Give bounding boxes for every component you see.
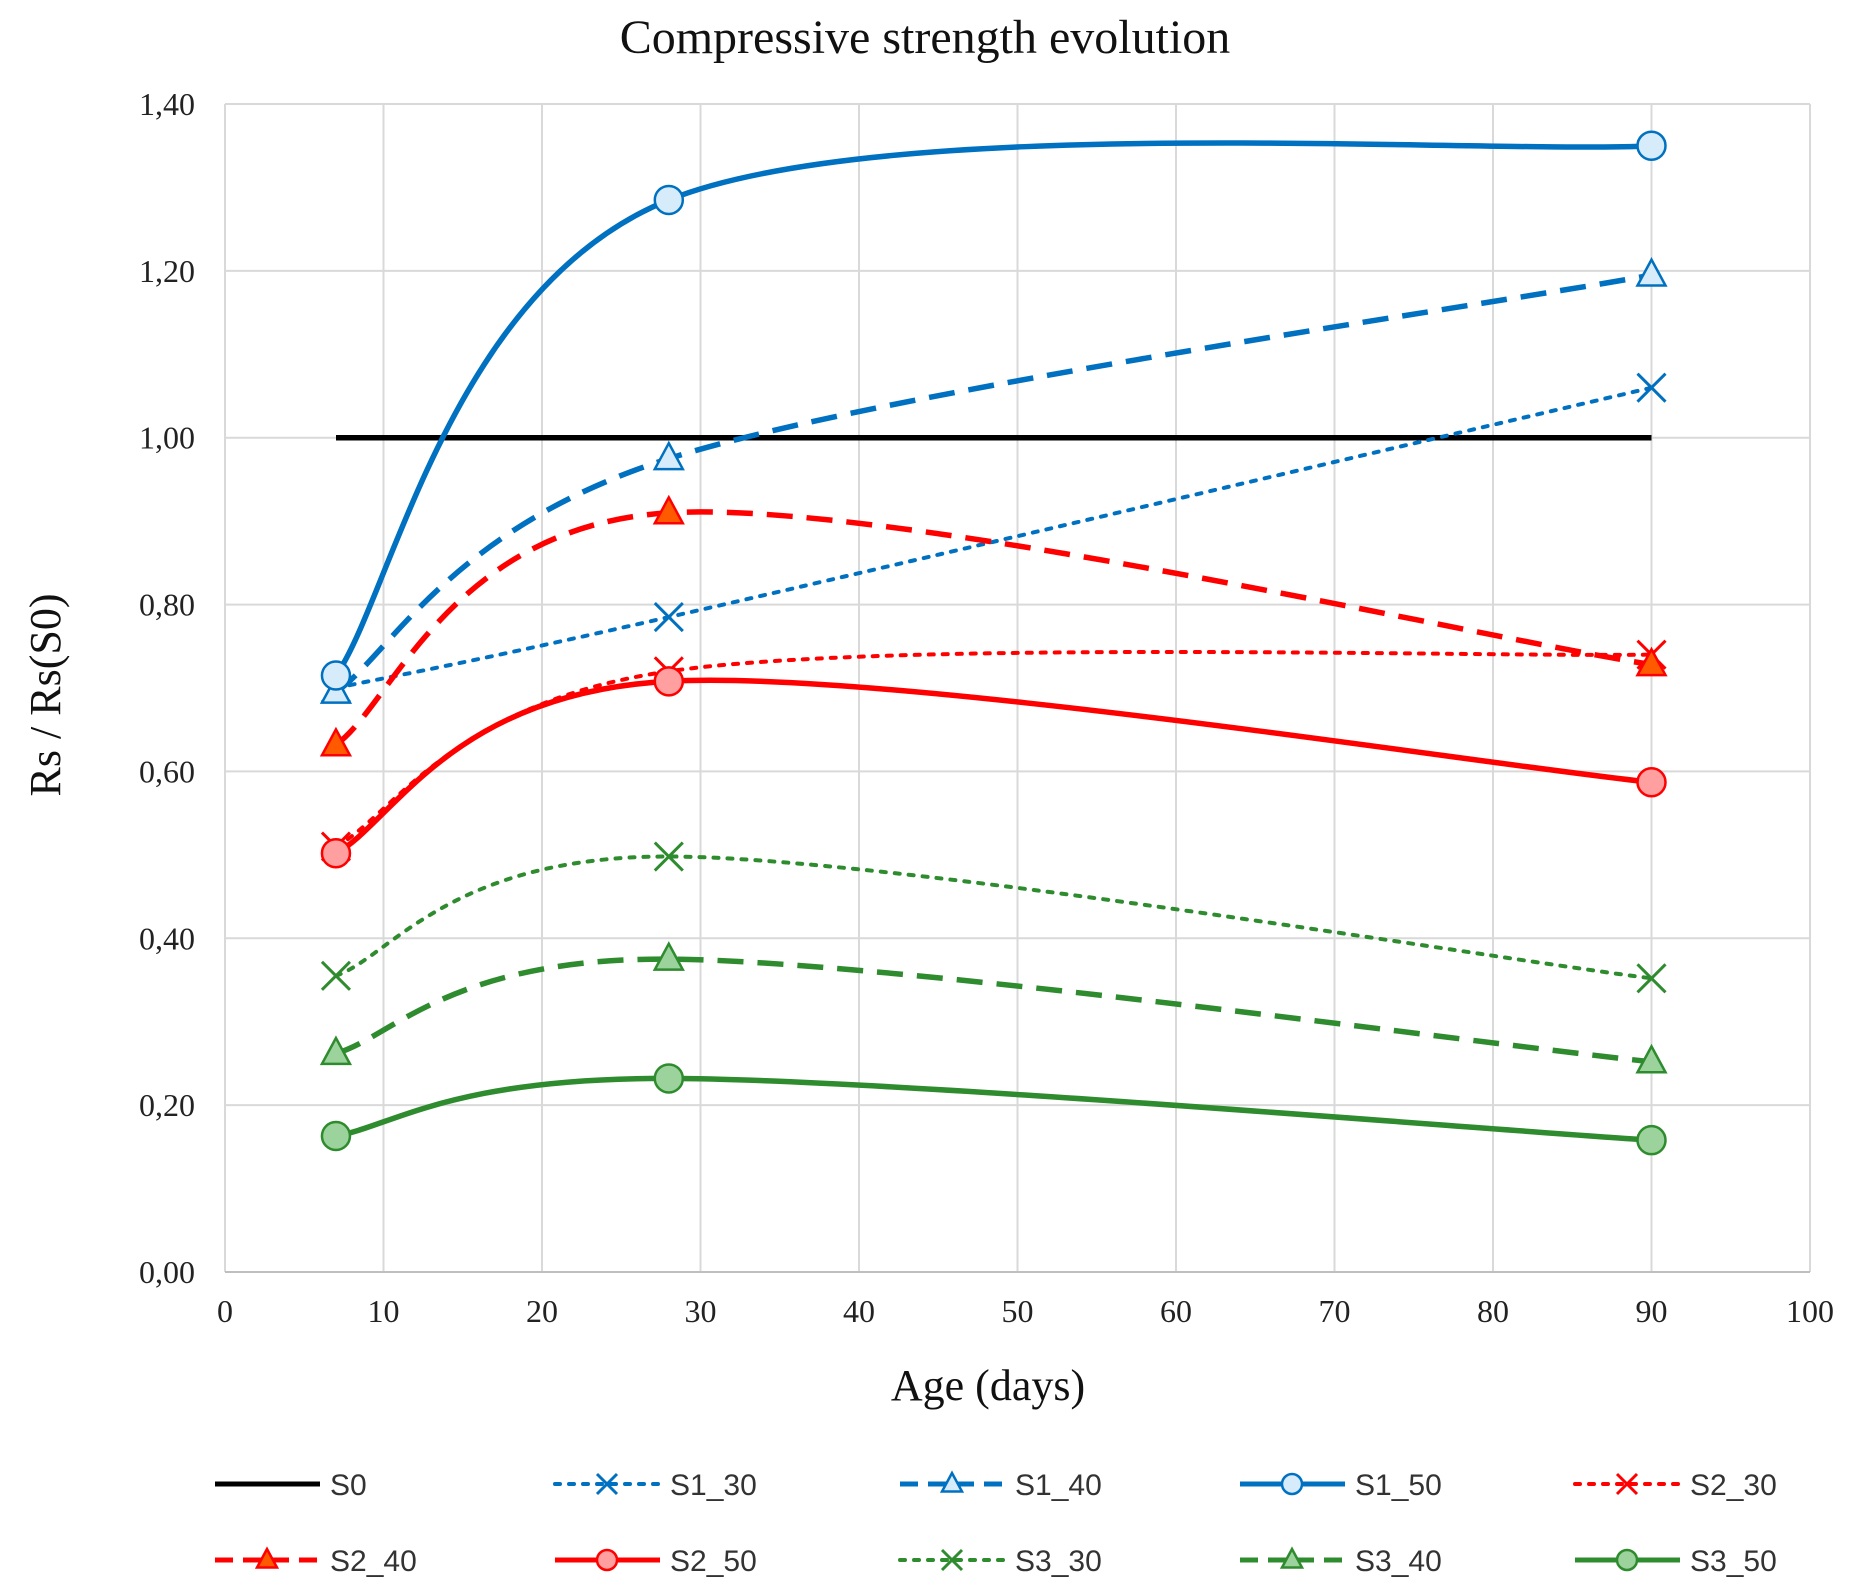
x-tick-label: 100 [1786,1293,1834,1329]
data-point-S1_30 [653,602,684,633]
data-point-S2_40 [1635,646,1668,677]
series-line-S1_30 [334,385,1654,690]
y-tick-label: 1,40 [139,86,195,122]
data-point-S2_40 [652,494,685,525]
data-point-S1_40 [652,440,685,471]
legend-item-S1_40: S1_40 [900,1469,1102,1502]
series-line-S2_40 [334,509,1652,747]
data-point-S3_50 [1636,1124,1667,1156]
legend-label: S1_40 [1015,1469,1102,1502]
series-line-S3_50 [335,1075,1652,1143]
x-axis-title: Age (days) [891,1361,1085,1410]
legend-marker [939,1470,965,1493]
y-tick-label: 1,20 [139,253,195,289]
legend-label: S3_30 [1015,1545,1102,1578]
legend-label: S1_30 [670,1469,757,1502]
data-point-S2_50 [320,837,352,869]
data-point-S3_40 [1635,1043,1668,1074]
legend-marker [595,1548,619,1572]
x-tick-label: 70 [1319,1293,1351,1329]
y-tick-label: 0,20 [139,1087,195,1123]
legend-item-S3_40: S3_40 [1240,1545,1442,1578]
x-tick-label: 90 [1636,1293,1668,1329]
data-point-S3_30 [320,960,352,991]
legend-label: S3_50 [1690,1545,1777,1578]
legend-item-S2_30: S2_30 [1573,1469,1777,1502]
legend-item-S0: S0 [215,1469,367,1502]
x-tick-label: 10 [368,1293,400,1329]
data-point-S1_50 [320,660,352,691]
y-tick-label: 0,40 [139,920,195,956]
legend-label: S0 [330,1469,367,1502]
x-tick-label: 50 [1002,1293,1034,1329]
data-point-S3_30 [653,841,684,872]
data-point-S1_30 [1636,372,1667,403]
data-point-S3_50 [320,1120,352,1152]
x-tick-label: 0 [217,1293,233,1329]
y-tick-label: 0,80 [139,587,195,623]
data-point-S2_40 [319,726,353,757]
legend-item-S2_50: S2_50 [555,1545,757,1578]
legend-label: S2_50 [670,1545,757,1578]
data-point-S2_50 [1636,767,1667,798]
y-axis-title: Rs / Rs(S0) [21,594,70,797]
legend-label: S2_30 [1690,1469,1777,1502]
y-tick-label: 1,00 [139,420,195,456]
legend-marker [254,1546,280,1569]
chart-title: Compressive strength evolution [620,11,1231,64]
x-tick-label: 20 [526,1293,558,1329]
series-line-S3_40 [335,956,1652,1065]
legend-marker [1615,1548,1639,1572]
legend-marker [1615,1472,1639,1496]
legend-item-S2_40: S2_40 [215,1545,417,1578]
legend-marker [1280,1472,1304,1496]
x-tick-label: 80 [1477,1293,1509,1329]
series-line-S3_30 [334,854,1654,981]
data-point-S1_50 [1636,130,1667,161]
x-tick-label: 40 [843,1293,875,1329]
legend-marker [595,1472,619,1496]
data-point-S3_40 [652,941,685,971]
data-point-S2_50 [653,666,685,697]
x-tick-label: 30 [685,1293,717,1329]
y-tick-label: 0,60 [139,753,195,789]
legend-label: S2_40 [330,1545,417,1578]
legend-marker [940,1548,964,1572]
legend-label: S1_50 [1355,1469,1442,1502]
legend-item-S3_30: S3_30 [898,1545,1102,1578]
data-point-S3_40 [319,1035,353,1066]
series-line-S2_50 [334,677,1652,856]
data-point-S3_30 [1636,963,1667,994]
legend-item-S3_50: S3_50 [1575,1545,1777,1578]
series-line-S1_50 [333,140,1652,678]
legend-item-S1_30: S1_30 [553,1469,757,1502]
legend-item-S1_50: S1_50 [1240,1469,1442,1502]
legend-marker [1279,1546,1305,1569]
x-tick-label: 60 [1160,1293,1192,1329]
series-line-S1_40 [334,272,1653,695]
data-point-S3_50 [653,1063,685,1094]
legend-label: S3_40 [1355,1545,1442,1578]
y-tick-label: 0,00 [139,1254,195,1290]
data-point-S1_50 [653,184,685,216]
data-point-S1_40 [1635,256,1668,287]
legend: S0 S1_30 S1_40 S1_50 S2_30 S2_40 S2_50 S3_30 S3_… [215,1469,1777,1578]
